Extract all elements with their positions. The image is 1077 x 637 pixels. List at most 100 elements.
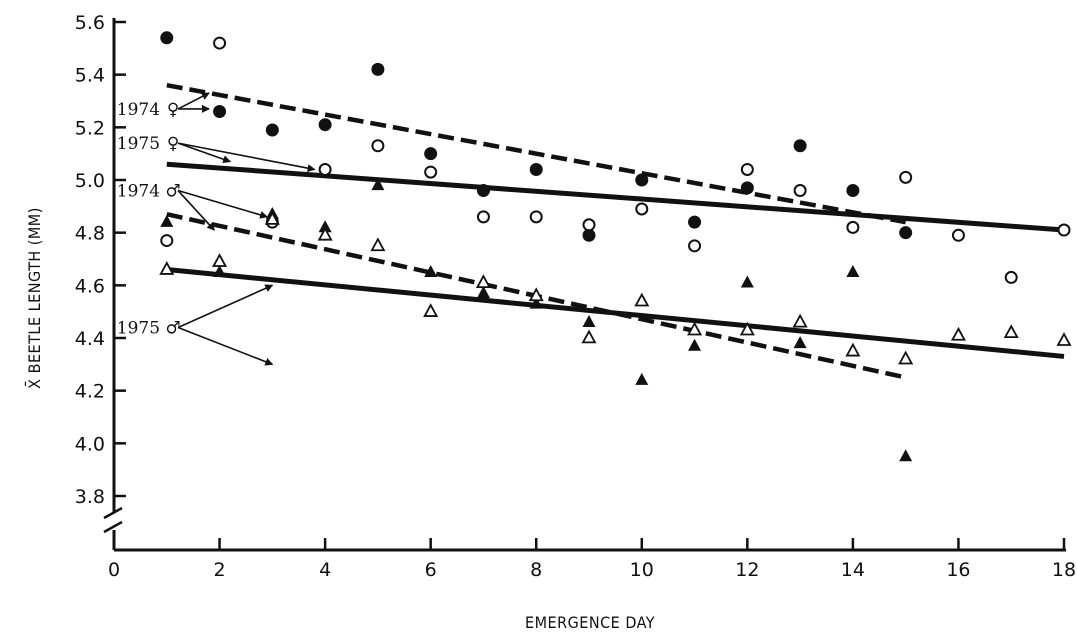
- data-point-open-triangle: [950, 326, 966, 341]
- data-point-open-triangle: [792, 313, 808, 328]
- data-point-open-circle: [213, 36, 227, 50]
- data-point-open-circle: [846, 220, 860, 234]
- regression-lines: [166, 82, 1065, 380]
- sex-symbol: ♂: [165, 182, 180, 202]
- x-tick-label: 0: [108, 559, 120, 581]
- data-point-open-triangle: [159, 261, 175, 275]
- y-tick-label: 4.4: [75, 328, 105, 350]
- data-point-open-circle: [424, 165, 438, 179]
- data-point-filled-triangle: [846, 264, 860, 277]
- x-tick-label: 10: [630, 559, 654, 581]
- data-point-filled-triangle: [476, 286, 490, 299]
- data-point-open-triangle: [845, 342, 861, 357]
- y-tick-label: 4.0: [75, 433, 105, 455]
- data-point-open-triangle: [317, 226, 333, 241]
- sex-symbol: ♀: [167, 134, 179, 154]
- data-point-filled-circle: [371, 62, 385, 76]
- annotation-arrow: [177, 284, 274, 329]
- data-point-open-circle: [582, 218, 596, 232]
- data-point-open-triangle: [264, 211, 280, 225]
- x-tick-label: 12: [735, 559, 759, 581]
- data-point-open-triangle: [687, 321, 703, 336]
- y-tick-label: 4.2: [75, 381, 105, 403]
- data-point-filled-triangle: [160, 214, 174, 227]
- data-point-open-triangle: [475, 274, 491, 289]
- data-point-open-triangle: [528, 287, 544, 302]
- x-tick-label: 2: [214, 559, 226, 581]
- x-tick-label: 14: [841, 559, 865, 581]
- data-point-open-circle: [1004, 270, 1018, 284]
- x-tick-label: 4: [319, 559, 331, 581]
- annotation-arrow: [177, 142, 232, 164]
- axes: 3.8 4.0 4.2 4.4 4.6 4.8 5.0 5.2 5.4 5.6 0 2 4 6 8 10 12 1…: [75, 12, 1076, 581]
- solid-regression-line: [166, 267, 1065, 359]
- data-point-filled-triangle: [582, 315, 596, 327]
- data-points: [159, 31, 1072, 462]
- data-point-filled-triangle: [371, 178, 385, 191]
- annotations: 1974 ♀1975 ♀1974 ♂1975 ♂: [117, 92, 316, 366]
- y-tick-label: 5.2: [75, 117, 105, 139]
- y-tick-label: 4.6: [75, 275, 105, 297]
- data-point-filled-triangle: [899, 449, 913, 462]
- data-point-filled-triangle: [318, 220, 332, 233]
- axis-break-mark: [103, 506, 123, 520]
- x-tick-label: 16: [946, 559, 970, 581]
- annotation-label: 1974: [117, 100, 160, 120]
- data-point-filled-circle: [318, 118, 332, 132]
- data-point-filled-triangle: [213, 264, 227, 277]
- data-point-open-circle: [476, 210, 490, 224]
- annotation-label: 1975: [117, 318, 160, 338]
- sex-symbol: ♂: [165, 318, 180, 338]
- y-axis-title: X̄ BEETLE LENGTH (MM): [25, 207, 44, 389]
- solid-regression-line: [166, 161, 1065, 233]
- data-point-filled-circle: [265, 123, 279, 137]
- data-point-open-triangle: [1056, 332, 1072, 346]
- data-point-filled-circle: [582, 228, 596, 242]
- data-point-open-circle: [529, 210, 543, 224]
- y-tick-label: 5.0: [75, 170, 105, 192]
- data-point-open-circle: [951, 228, 965, 242]
- data-point-filled-circle: [213, 105, 227, 119]
- data-point-filled-circle: [793, 139, 807, 153]
- data-point-filled-triangle: [688, 338, 702, 351]
- data-point-filled-triangle: [529, 296, 543, 309]
- data-point-open-triangle: [1003, 324, 1019, 339]
- annotation-arrow: [177, 142, 316, 173]
- annotation-arrow: [177, 189, 215, 231]
- axis-break-mark: [103, 520, 123, 534]
- data-point-open-triangle: [370, 237, 386, 252]
- data-point-filled-triangle: [740, 275, 754, 288]
- data-point-open-triangle: [634, 292, 650, 307]
- data-point-filled-triangle: [635, 372, 649, 385]
- data-point-open-triangle: [212, 253, 228, 267]
- annotation-arrow: [177, 189, 269, 219]
- y-tick-label: 3.8: [75, 486, 105, 508]
- annotation-arrow: [177, 92, 210, 110]
- data-point-filled-circle: [476, 184, 490, 198]
- x-axis-title: EMERGENCE DAY: [525, 613, 655, 632]
- annotation-label: 1974: [117, 182, 160, 202]
- data-point-open-circle: [740, 162, 754, 176]
- data-point-filled-circle: [160, 31, 174, 45]
- data-point-open-circle: [688, 239, 702, 253]
- data-point-open-circle: [793, 184, 807, 198]
- data-point-filled-circle: [688, 215, 702, 229]
- data-point-open-triangle: [423, 303, 439, 317]
- x-tick-label: 6: [425, 559, 437, 581]
- data-point-open-circle: [371, 139, 385, 153]
- dashed-regression-line: [166, 82, 907, 225]
- x-tick-label: 18: [1052, 559, 1076, 581]
- data-point-open-triangle: [739, 321, 755, 336]
- data-point-open-circle: [318, 162, 332, 176]
- data-point-filled-triangle: [793, 336, 807, 349]
- data-point-filled-circle: [529, 162, 543, 176]
- data-point-open-circle: [160, 234, 174, 248]
- annotation-label: 1975: [117, 134, 160, 154]
- data-point-open-triangle: [898, 350, 914, 365]
- data-point-filled-circle: [899, 226, 913, 240]
- y-tick-label: 4.8: [75, 223, 105, 245]
- data-point-filled-circle: [635, 173, 649, 187]
- annotation-arrow: [177, 326, 274, 366]
- sex-symbol: ♀: [167, 100, 179, 120]
